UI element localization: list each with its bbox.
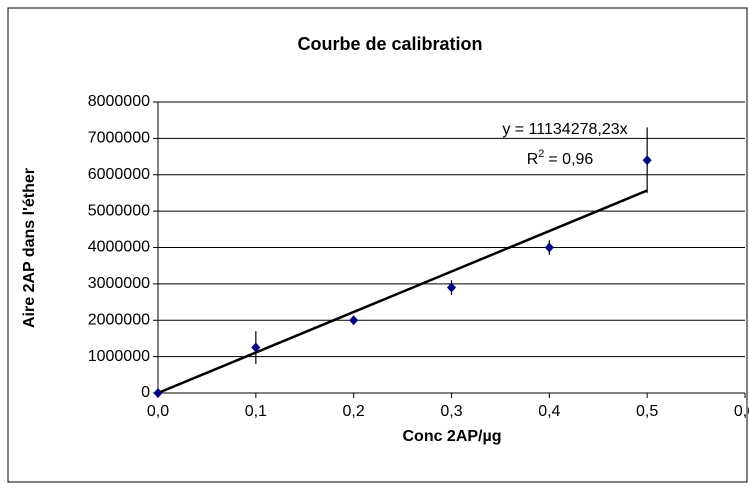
trendline-equation: y = 11134278,23x (502, 121, 627, 138)
y-tick-label: 0 (141, 384, 150, 401)
data-point (251, 342, 261, 353)
data-point (642, 155, 652, 166)
y-tick-label: 1000000 (88, 348, 150, 365)
trendline (157, 189, 648, 395)
y-tick-label: 5000000 (88, 202, 150, 219)
chart-border (7, 7, 748, 483)
r-squared: R2 = 0,96 (527, 148, 594, 168)
data-point (153, 388, 163, 398)
y-tick-label: 7000000 (88, 130, 150, 147)
x-tick-label: 0,2 (343, 403, 365, 420)
data-point (544, 242, 554, 253)
r-squared-value: = 0,96 (548, 151, 593, 168)
data-point (447, 282, 456, 293)
y-tick-label: 3000000 (88, 275, 150, 292)
data-point (349, 315, 359, 326)
x-tick-label: 0,4 (538, 403, 560, 420)
x-tick-label: 0,1 (245, 403, 267, 420)
y-axis-title: Aire 2AP dans l'éther (21, 168, 38, 328)
y-tick-label: 4000000 (88, 239, 150, 256)
y-tick-label: 6000000 (88, 166, 150, 183)
x-tick-label: 0,0 (147, 403, 169, 420)
y-tick-label: 2000000 (88, 311, 150, 328)
r-squared-power: 2 (538, 148, 544, 160)
r-squared-symbol: R (527, 151, 539, 168)
x-axis-title: Conc 2AP/µg (402, 428, 501, 445)
x-tick-label: 0,3 (440, 403, 462, 420)
x-tick-label: 0,6 (734, 403, 749, 420)
chart-title: Courbe de calibration (297, 34, 482, 54)
y-tick-label: 8000000 (88, 93, 150, 110)
x-tick-label: 0,5 (636, 403, 658, 420)
